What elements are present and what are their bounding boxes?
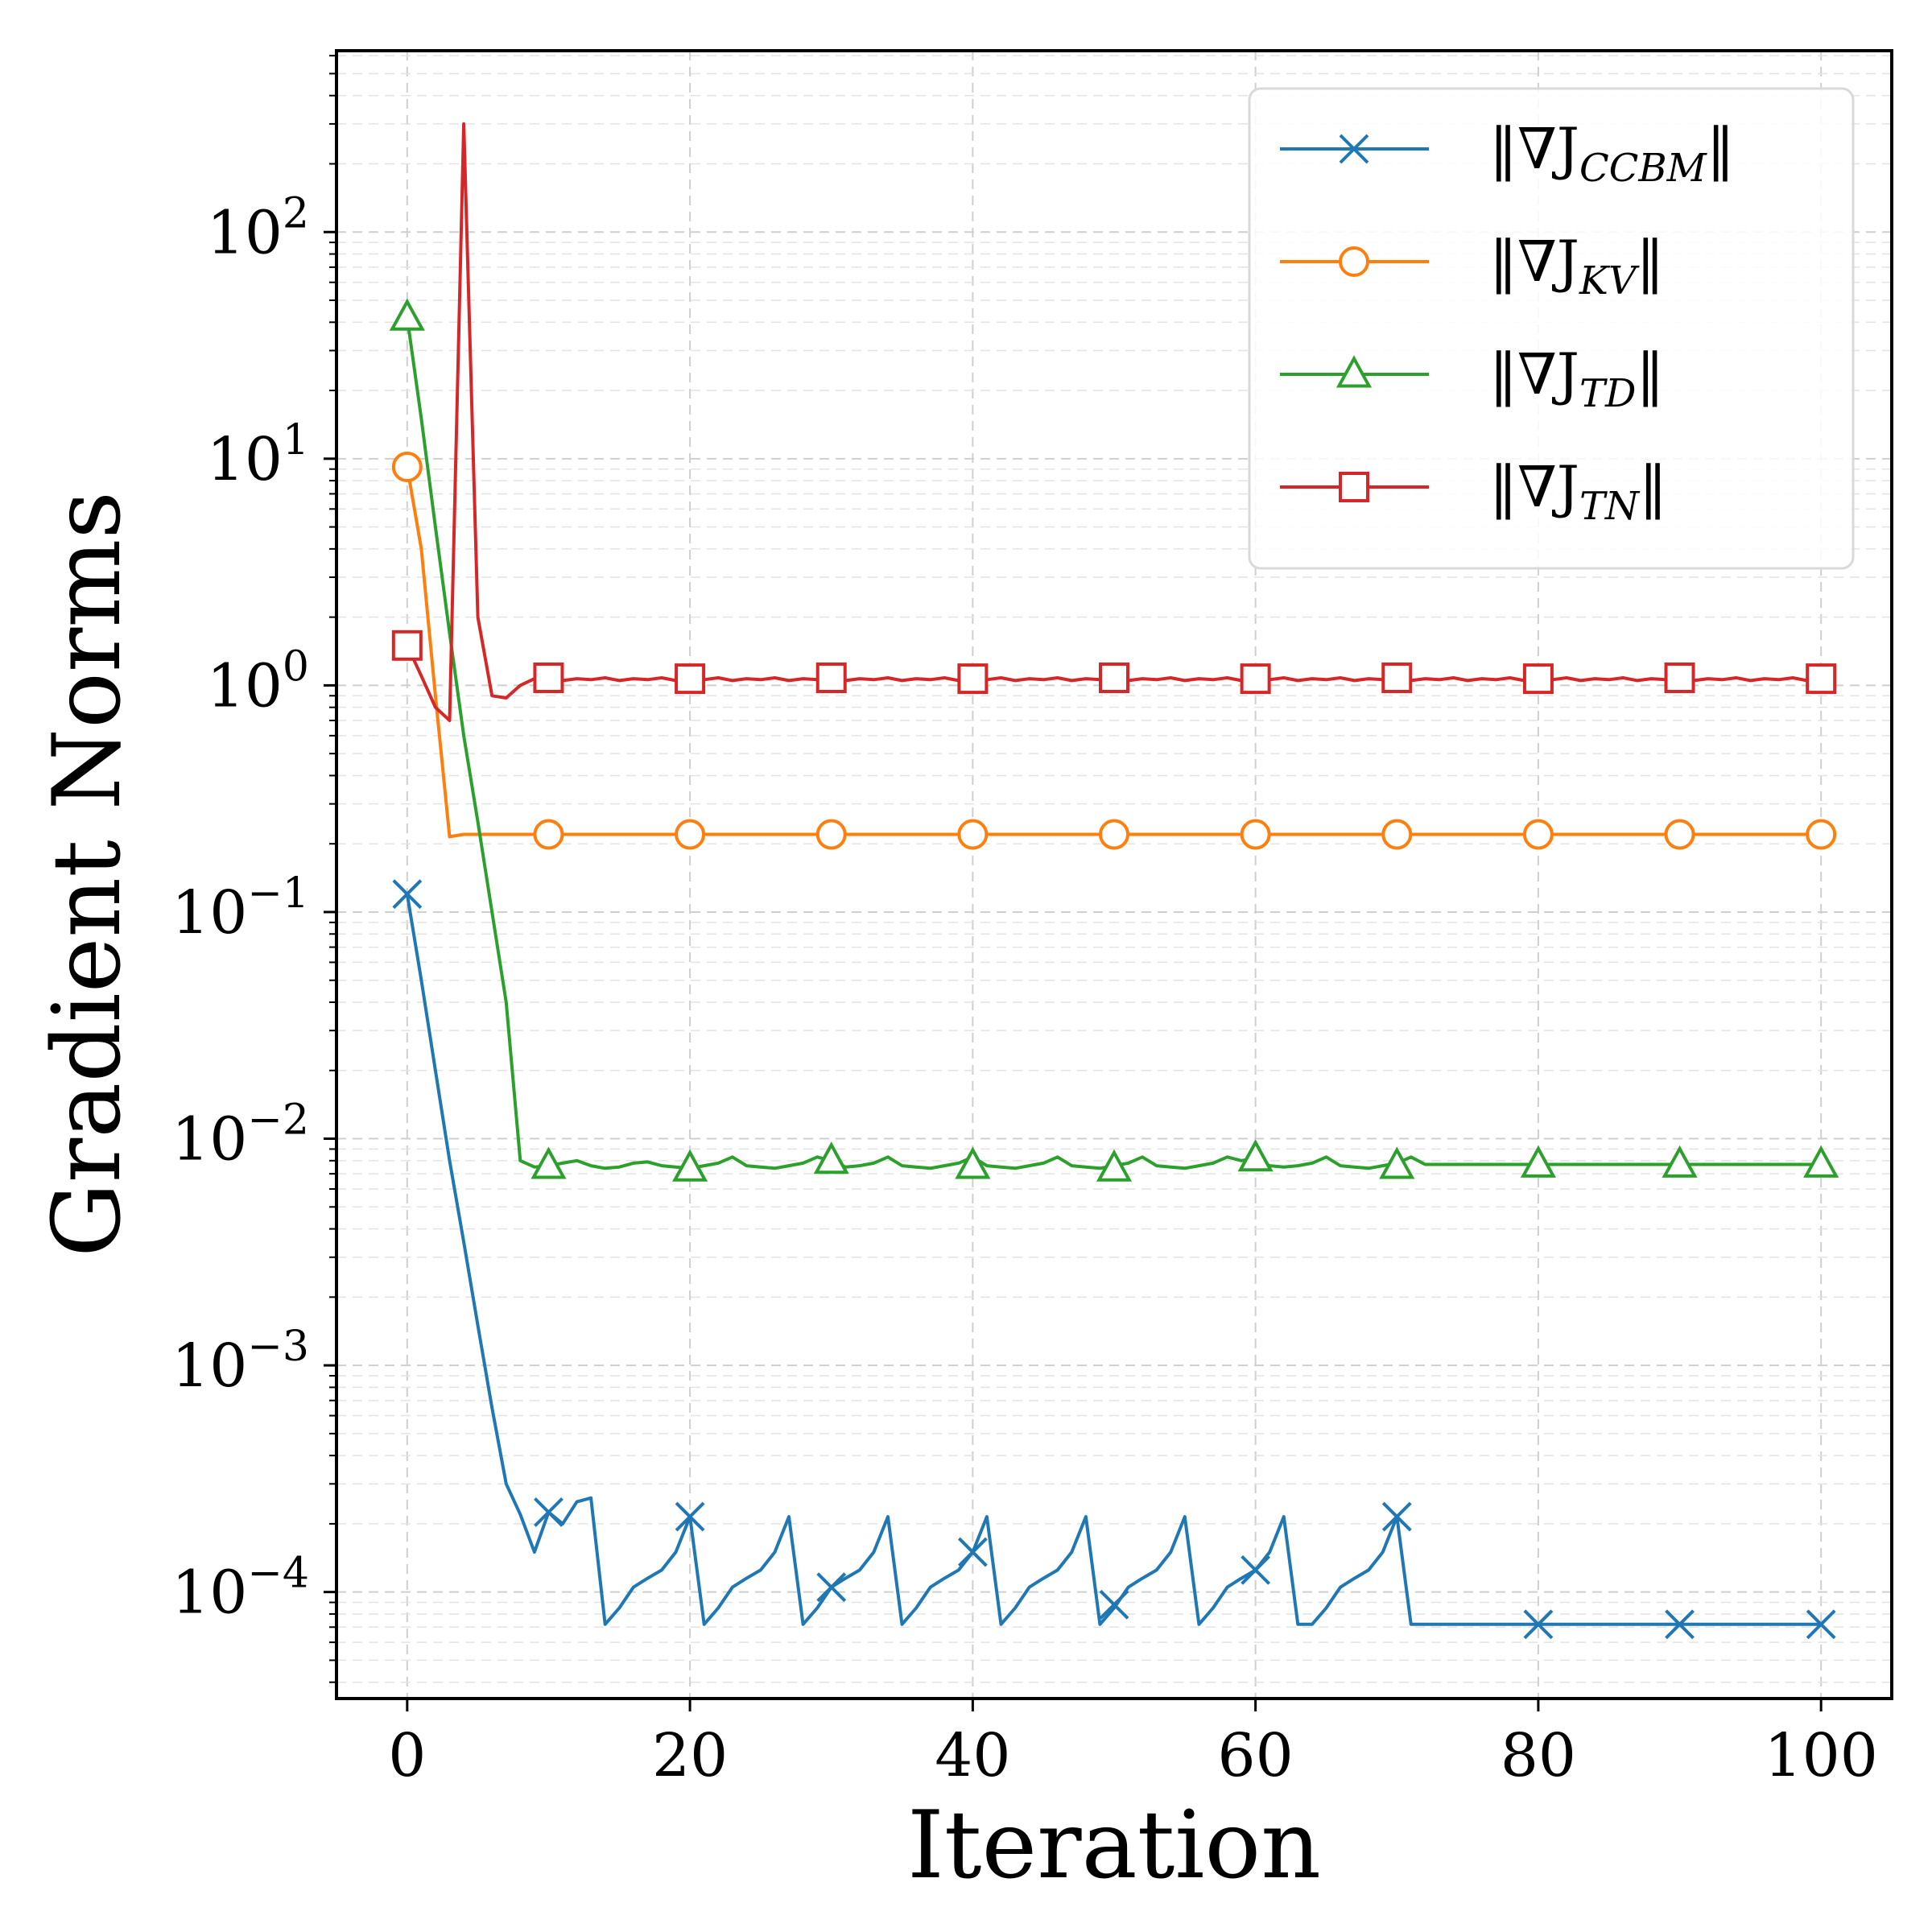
data-point-ccbm <box>392 879 423 910</box>
series-layer <box>389 122 1839 1640</box>
x-tick-label: 20 <box>652 1721 728 1790</box>
series-line-td <box>405 317 1822 1170</box>
legend-box <box>1248 87 1855 570</box>
legend-marker <box>1339 246 1369 277</box>
data-point-tn <box>675 663 706 695</box>
x-tick-label: 40 <box>935 1721 1010 1790</box>
legend-entry-tn: ‖∇JTN‖ <box>1280 454 1667 529</box>
data-point-kv <box>391 452 423 483</box>
data-point-kv <box>675 819 706 850</box>
data-point-ccbm <box>1381 1501 1412 1532</box>
data-point-td <box>389 298 425 331</box>
data-point-td <box>955 1146 991 1179</box>
legend-entry-td: ‖∇JTD‖ <box>1280 341 1664 416</box>
data-point-kv <box>533 819 564 850</box>
data-point-td <box>1520 1145 1556 1178</box>
y-tick-label: 102 <box>207 189 309 267</box>
data-point-tn <box>533 662 564 693</box>
x-tick-label: 0 <box>388 1721 426 1790</box>
legend-label: ‖∇JKV‖ <box>1489 229 1664 303</box>
data-point-tn <box>1240 663 1271 695</box>
series-kv <box>391 452 1837 850</box>
y-tick-label: 100 <box>207 642 309 720</box>
data-point-kv <box>1522 819 1554 850</box>
series-line-ccbm <box>405 894 1822 1626</box>
data-point-tn <box>1099 662 1129 693</box>
tick-layer: 0 20 40 60 80 100 10−4 10−3 10−2 10−1 100 101 102 <box>171 55 1878 1790</box>
data-point-tn <box>391 630 423 661</box>
data-point-ccbm <box>1665 1609 1695 1640</box>
legend-label: ‖∇JTN‖ <box>1489 454 1667 529</box>
data-point-kv <box>1806 819 1837 850</box>
data-point-kv <box>1664 819 1695 850</box>
data-point-tn <box>1806 663 1837 695</box>
plot-frame <box>335 49 1893 1700</box>
data-point-ccbm <box>675 1501 705 1532</box>
legend-entry-kv: ‖∇JKV‖ <box>1280 229 1664 303</box>
data-point-td <box>813 1141 849 1174</box>
data-point-tn <box>957 663 989 695</box>
data-point-kv <box>957 819 989 850</box>
legend-label: ‖∇JTD‖ <box>1489 341 1664 416</box>
series-ccbm <box>392 879 1836 1640</box>
legend: ‖∇JCCBM‖ ‖∇JKV‖ ‖∇JTD‖ ‖∇JTN‖ <box>1248 87 1855 570</box>
y-axis-label: Gradient Norms <box>33 491 142 1257</box>
data-point-ccbm <box>534 1497 564 1527</box>
data-point-td <box>1237 1139 1274 1172</box>
series-tn <box>391 122 1837 722</box>
data-point-td <box>530 1146 567 1179</box>
legend-marker <box>1335 355 1373 388</box>
data-point-td <box>1803 1145 1839 1178</box>
data-point-td <box>1662 1145 1698 1178</box>
legend-marker <box>1339 134 1369 164</box>
legend-marker <box>1339 472 1369 502</box>
data-point-ccbm <box>957 1537 988 1567</box>
y-tick-label: 10−3 <box>171 1323 309 1401</box>
data-point-kv <box>1240 819 1271 850</box>
data-point-kv <box>815 819 847 850</box>
data-point-td <box>672 1149 708 1182</box>
data-point-td <box>1379 1146 1415 1179</box>
legend-label: ‖∇JCCBM‖ <box>1489 116 1735 191</box>
data-point-tn <box>1664 662 1695 693</box>
data-point-kv <box>1099 819 1129 850</box>
y-tick-label: 101 <box>207 416 309 494</box>
data-point-ccbm <box>1806 1609 1836 1640</box>
y-tick-label: 10−4 <box>171 1550 309 1628</box>
data-point-tn <box>1381 662 1413 693</box>
x-axis-label: Iteration <box>907 1791 1321 1900</box>
data-point-kv <box>1381 819 1413 850</box>
x-tick-label: 60 <box>1218 1721 1294 1790</box>
series-td <box>389 298 1839 1182</box>
data-point-tn <box>1522 663 1554 695</box>
data-point-td <box>1096 1149 1133 1182</box>
y-tick-label: 10−2 <box>171 1096 309 1174</box>
data-point-ccbm <box>1523 1609 1554 1640</box>
grid-layer <box>336 51 1892 1699</box>
data-point-ccbm <box>816 1572 847 1603</box>
data-point-tn <box>815 662 847 693</box>
data-point-ccbm <box>1099 1589 1129 1620</box>
x-tick-label: 100 <box>1765 1721 1878 1790</box>
y-tick-label: 10−1 <box>171 869 309 947</box>
data-point-ccbm <box>1241 1554 1271 1585</box>
legend-entry-ccbm: ‖∇JCCBM‖ <box>1280 116 1735 191</box>
x-tick-label: 80 <box>1501 1721 1576 1790</box>
